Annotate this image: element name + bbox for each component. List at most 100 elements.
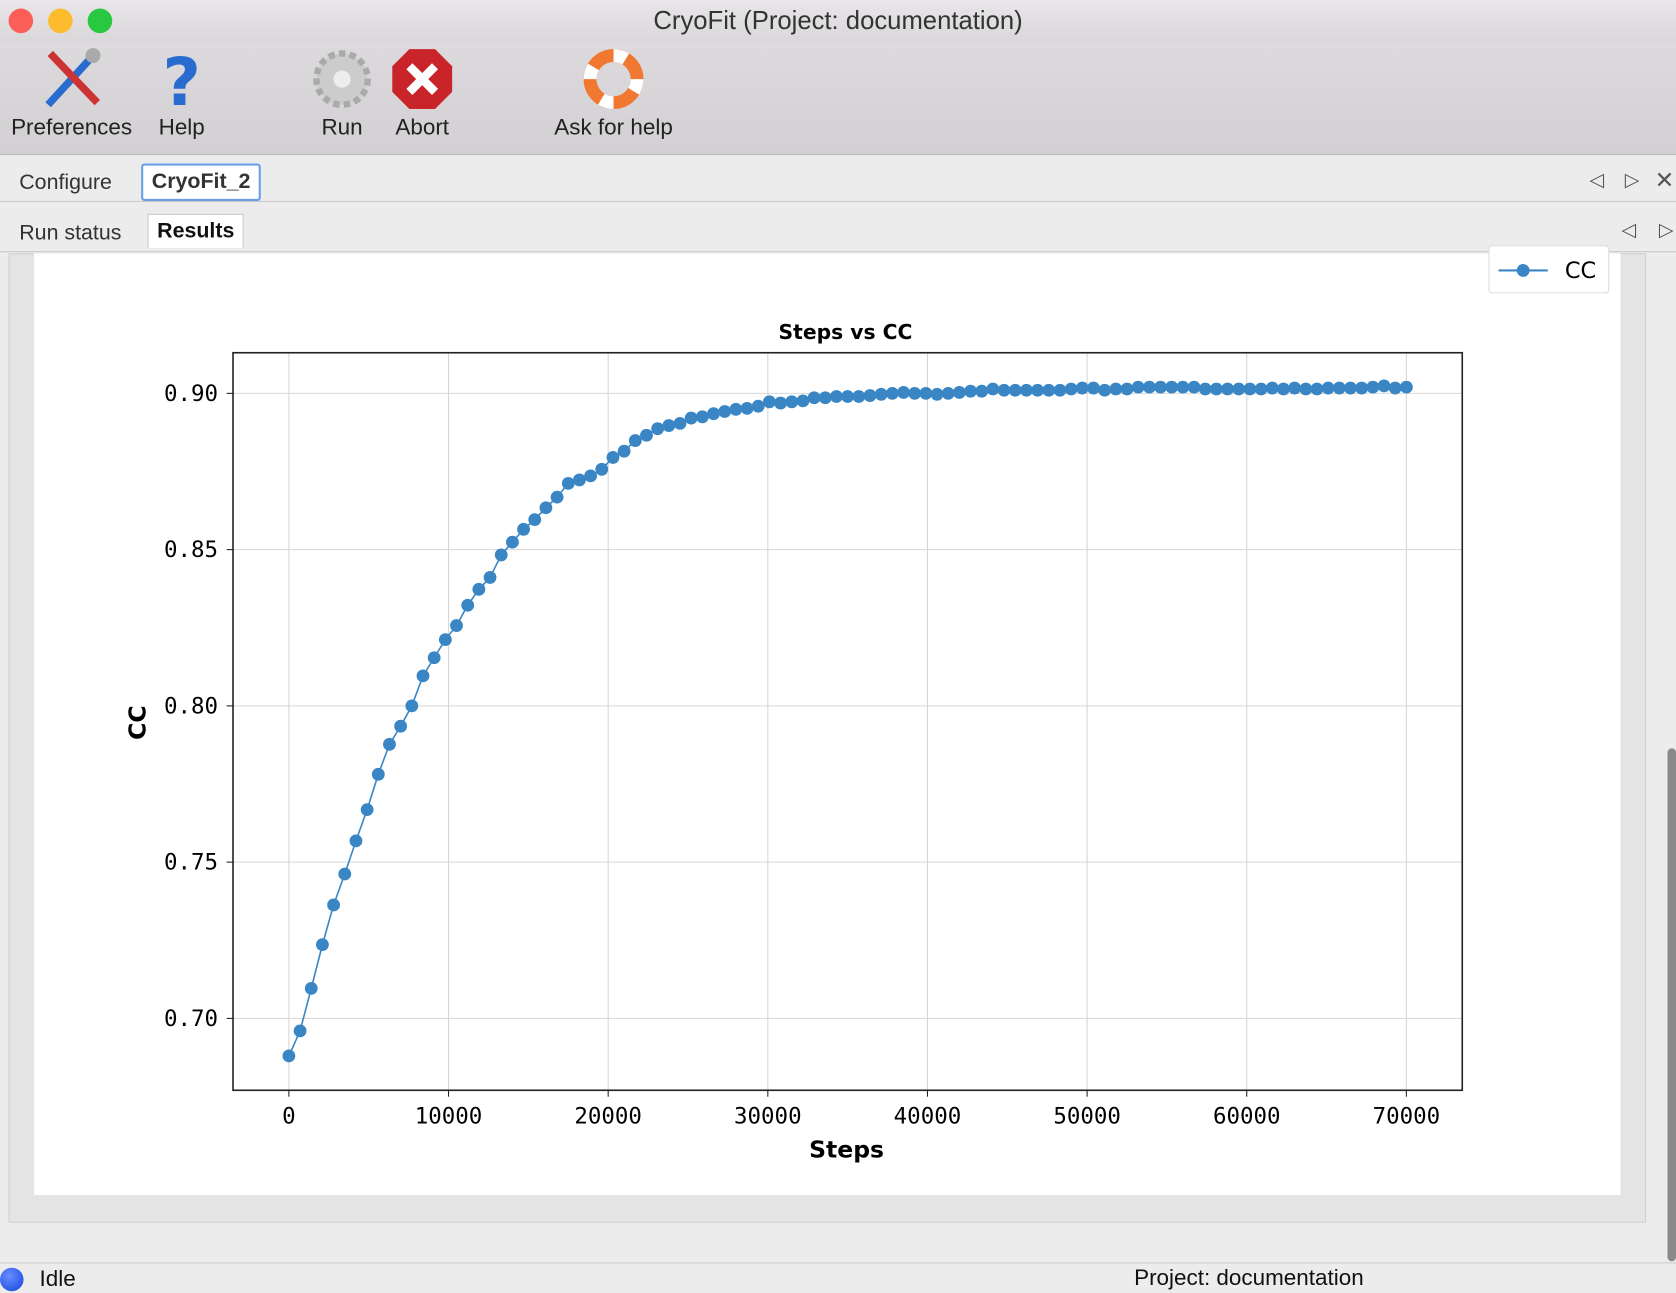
svg-text:?: ? — [162, 45, 200, 111]
cc-data-point — [1031, 383, 1045, 397]
y-tick-label: 0.85 — [164, 537, 218, 563]
cc-data-point — [863, 389, 877, 402]
cc-data-point — [371, 767, 385, 781]
cc-data-point — [1154, 380, 1167, 394]
cc-data-point — [1120, 382, 1134, 396]
cc-data-point — [763, 395, 776, 409]
cc-data-point — [1198, 382, 1212, 396]
cc-data-point — [740, 401, 754, 415]
x-tick-label: 20000 — [574, 1103, 642, 1129]
plot-frame — [232, 351, 1464, 1092]
stop-x-icon — [392, 49, 453, 110]
tab-scroll-left-icon[interactable]: ◁ — [1589, 168, 1605, 191]
preferences-button[interactable]: Preferences — [9, 45, 135, 141]
cc-data-point — [796, 394, 810, 408]
cc-data-point — [785, 395, 799, 409]
x-tick-label: 60000 — [1213, 1103, 1281, 1129]
cc-data-point — [774, 396, 788, 410]
cc-data-point — [830, 390, 843, 403]
cc-data-point — [628, 434, 642, 447]
preferences-label: Preferences — [11, 115, 133, 141]
cc-data-point — [751, 399, 765, 413]
cc-data-point — [852, 390, 866, 403]
tab-results[interactable]: Results — [147, 213, 244, 248]
close-tab-icon[interactable]: ✕ — [1654, 166, 1675, 194]
y-tick-label: 0.70 — [164, 1006, 218, 1032]
run-button[interactable]: Run — [310, 45, 374, 141]
y-tick-label: 0.75 — [164, 850, 218, 876]
cc-data-point — [349, 834, 363, 848]
tab-cryofit-2[interactable]: CryoFit_2 — [141, 163, 262, 201]
tab-scroll-right-icon[interactable]: ▷ — [1624, 168, 1640, 191]
cc-data-point — [494, 548, 508, 562]
legend-label-cc: CC — [1565, 258, 1596, 284]
close-window-button[interactable] — [8, 8, 34, 34]
cc-data-point — [1399, 380, 1413, 394]
zoom-window-button[interactable] — [87, 8, 113, 34]
cc-data-point — [1020, 383, 1033, 397]
ask-for-help-button[interactable]: Ask for help — [547, 45, 680, 141]
cc-data-point — [1053, 383, 1067, 397]
cc-data-point — [1109, 382, 1123, 396]
cc-data-point — [483, 571, 497, 584]
cc-data-point — [416, 669, 430, 683]
y-axis-label: CC — [123, 705, 151, 739]
cc-data-point — [1131, 380, 1145, 394]
cc-data-point — [1355, 381, 1369, 395]
minimize-window-button[interactable] — [48, 8, 73, 34]
cc-series-line — [288, 385, 1407, 1057]
cc-data-point — [584, 469, 598, 483]
cc-data-point — [684, 411, 698, 425]
tab-configure[interactable]: Configure — [19, 171, 112, 195]
cc-data-point — [1142, 380, 1156, 394]
cc-data-point — [394, 719, 408, 733]
x-tick-label: 0 — [282, 1103, 296, 1129]
cc-data-point — [1064, 382, 1078, 396]
cc-data-point — [383, 737, 396, 751]
cc-data-point — [405, 699, 419, 713]
subtab-scroll-right-icon[interactable]: ▷ — [1658, 219, 1674, 241]
cc-data-point — [461, 598, 475, 612]
cc-data-point — [360, 803, 374, 817]
cc-data-point — [807, 391, 821, 405]
cc-data-point — [695, 410, 709, 424]
cc-data-point — [1008, 383, 1022, 397]
cc-data-point — [1232, 382, 1246, 396]
vertical-scrollbar[interactable] — [1667, 748, 1676, 1262]
cc-data-point — [941, 386, 955, 400]
cc-data-point — [316, 938, 329, 952]
help-button[interactable]: ? Help — [150, 45, 214, 141]
legend: CC — [1488, 245, 1610, 294]
chart-title: Steps vs CC — [779, 320, 913, 344]
tab-run-status[interactable]: Run status — [19, 221, 122, 245]
cc-data-point — [1254, 382, 1268, 396]
abort-button[interactable]: Abort — [387, 45, 458, 141]
cc-data-point — [1187, 380, 1201, 394]
cc-data-point — [550, 490, 564, 504]
cc-data-point — [617, 444, 631, 458]
x-tick-label: 50000 — [1053, 1103, 1121, 1129]
cc-data-point — [818, 391, 832, 405]
cc-data-point — [662, 419, 676, 432]
cc-data-point — [718, 405, 732, 418]
x-tick-label: 10000 — [415, 1103, 483, 1129]
run-label: Run — [321, 115, 363, 141]
cc-data-point — [997, 383, 1011, 397]
cc-data-point — [1366, 380, 1380, 394]
help-label: Help — [158, 115, 205, 141]
y-tick-label: 0.80 — [164, 693, 218, 719]
cc-data-point — [897, 386, 910, 399]
cc-data-point — [874, 387, 888, 401]
x-tick-label: 70000 — [1373, 1103, 1441, 1129]
cc-data-point — [1176, 380, 1190, 394]
cc-data-point — [930, 387, 944, 401]
toolbar: Preferences ? Help Run Abort Ask for hel… — [0, 42, 1676, 155]
cc-data-point — [1388, 381, 1402, 395]
cc-data-point — [1310, 382, 1324, 396]
cc-data-point — [1087, 381, 1100, 395]
subtab-scroll-left-icon[interactable]: ◁ — [1621, 219, 1637, 241]
cc-data-point — [885, 386, 899, 400]
cc-data-point — [427, 651, 441, 665]
cc-data-point — [729, 402, 743, 416]
